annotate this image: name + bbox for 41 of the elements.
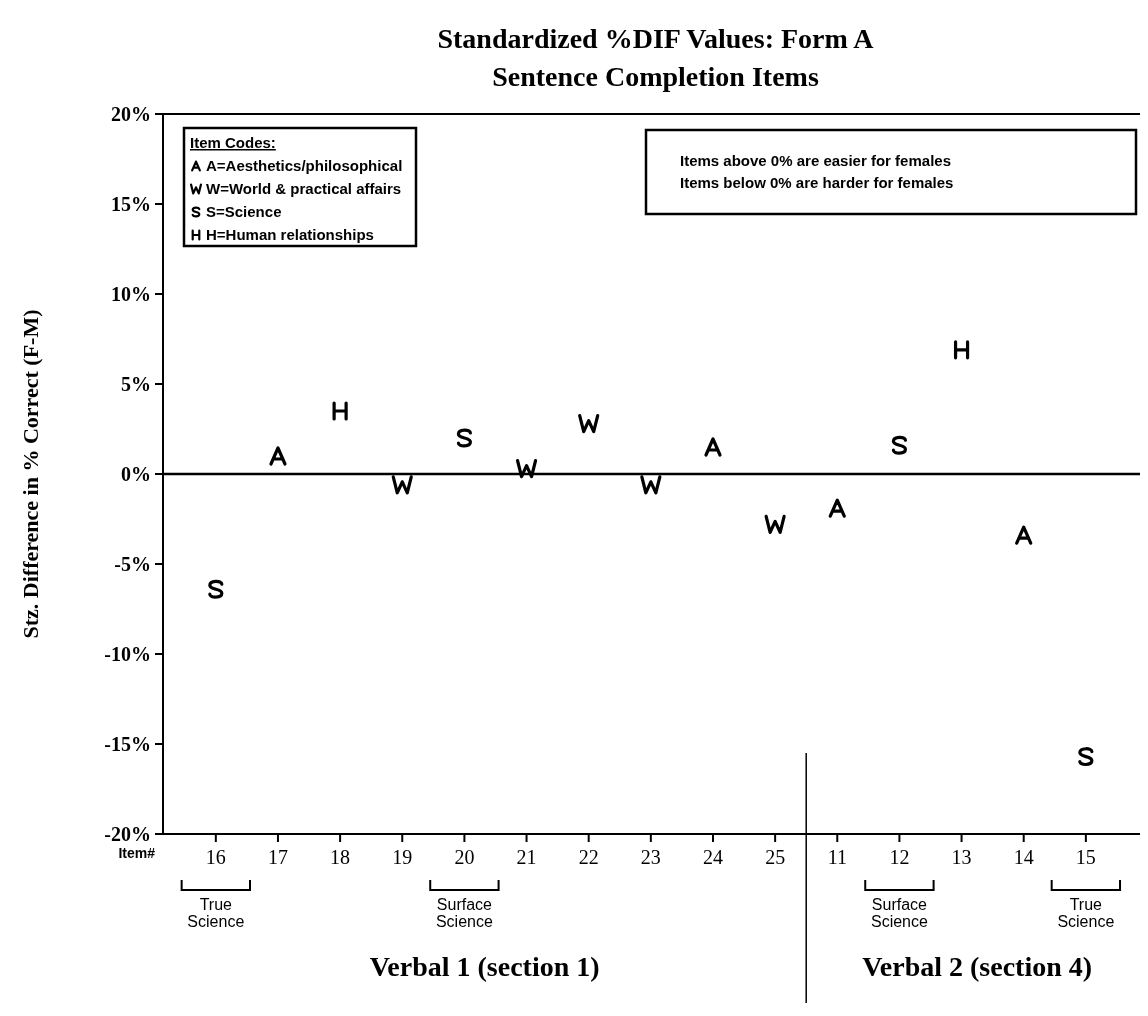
x-tick-label: 25 bbox=[765, 846, 786, 868]
x-axis-title: Item# bbox=[118, 845, 156, 861]
legend-title: Item Codes: bbox=[190, 134, 276, 151]
y-axis-title: Stz. Difference in % Correct (F-M) bbox=[18, 309, 43, 639]
y-tick-label: 15% bbox=[111, 193, 151, 215]
y-tick-label: 10% bbox=[111, 283, 151, 305]
x-tick-label: 22 bbox=[578, 846, 599, 868]
annotation: Items below 0% are harder for females bbox=[680, 174, 954, 191]
y-tick-label: 0% bbox=[121, 463, 151, 485]
x-tick-label: 23 bbox=[640, 846, 661, 868]
text: Surface Science bbox=[870, 896, 928, 930]
x-tick-label: 20 bbox=[454, 846, 475, 868]
x-tick-label: 15 bbox=[1075, 846, 1096, 868]
text: Surface Science bbox=[435, 896, 493, 930]
text: Verbal 1 (section 1) bbox=[369, 951, 600, 982]
x-tick-label: 14 bbox=[1013, 846, 1034, 868]
y-tick-label: -10% bbox=[104, 643, 151, 665]
x-tick-label: 18 bbox=[330, 846, 351, 868]
x-tick-label: 12 bbox=[889, 846, 910, 868]
annotation: Items above 0% are easier for females bbox=[680, 152, 951, 169]
text: True Science bbox=[187, 896, 245, 930]
y-tick-label: 5% bbox=[121, 373, 151, 395]
legend-label: S=Science bbox=[206, 203, 282, 220]
text: True Science bbox=[1057, 896, 1115, 930]
x-tick-label: 24 bbox=[702, 846, 723, 868]
x-tick-label: 21 bbox=[516, 846, 537, 868]
y-tick-label: -20% bbox=[104, 823, 151, 845]
y-tick-label: 20% bbox=[111, 103, 151, 125]
y-tick-label: -15% bbox=[104, 733, 151, 755]
chart-title: Standardized %DIF Values: Form A bbox=[437, 23, 875, 54]
x-tick-label: 11 bbox=[827, 846, 847, 868]
x-tick-label: 17 bbox=[267, 846, 288, 868]
legend-label: H=Human relationships bbox=[206, 226, 374, 243]
x-tick-label: 19 bbox=[392, 846, 413, 868]
y-tick-label: -5% bbox=[114, 553, 151, 575]
x-tick-label: 13 bbox=[951, 846, 972, 868]
chart-subtitle: Sentence Completion Items bbox=[492, 61, 819, 92]
legend-label: W=World & practical affairs bbox=[206, 180, 402, 197]
text: Verbal 2 (section 4) bbox=[862, 951, 1093, 982]
legend-label: A=Aesthetics/philosophical bbox=[206, 157, 403, 174]
x-tick-label: 16 bbox=[205, 846, 226, 868]
